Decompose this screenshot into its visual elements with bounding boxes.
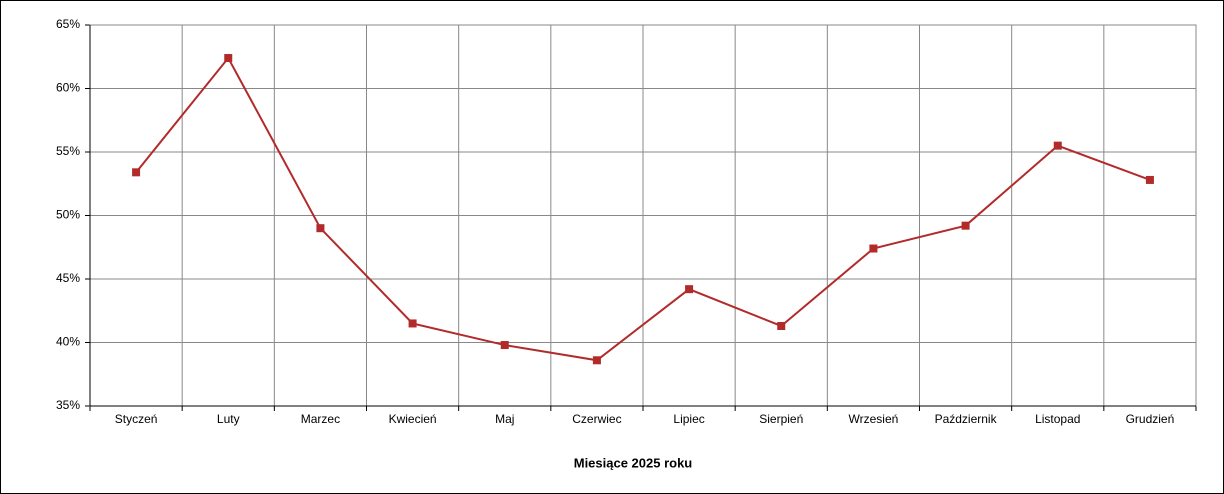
data-point	[1053, 141, 1062, 150]
data-point	[869, 244, 878, 253]
x-tick-label: Maj	[495, 412, 514, 426]
x-tick-label: Grudzień	[1126, 412, 1175, 426]
y-tick-label: 45%	[56, 271, 80, 285]
series-line	[135, 56, 1151, 362]
x-tick-label: Styczeń	[115, 412, 158, 426]
y-tick-label: 65%	[56, 17, 80, 31]
data-point	[685, 285, 694, 294]
x-tick-label: Wrzesień	[849, 412, 899, 426]
data-point	[224, 54, 233, 63]
x-tick-label: Kwiecień	[389, 412, 437, 426]
x-tick-label: Lipiec	[673, 412, 704, 426]
data-point	[500, 341, 509, 350]
x-tick-label: Październik	[935, 412, 998, 426]
data-point	[592, 356, 601, 365]
x-axis-title: Miesiące 2025 roku	[574, 455, 693, 470]
y-tick-label: 55%	[56, 144, 80, 158]
data-point	[1145, 175, 1154, 184]
y-tick-label: 35%	[56, 398, 80, 412]
data-point	[316, 224, 325, 233]
x-tick-label: Sierpień	[759, 412, 803, 426]
data-point	[132, 168, 141, 177]
data-point	[408, 319, 417, 328]
y-tick-label: 40%	[56, 335, 80, 349]
x-tick-label: Marzec	[301, 412, 340, 426]
data-point	[961, 221, 970, 230]
x-tick-label: Listopad	[1035, 412, 1080, 426]
x-tick-label: Luty	[217, 412, 240, 426]
y-tick-label: 60%	[56, 81, 80, 95]
x-tick-label: Czerwiec	[572, 412, 621, 426]
data-point	[777, 321, 786, 330]
y-tick-label: 50%	[56, 208, 80, 222]
